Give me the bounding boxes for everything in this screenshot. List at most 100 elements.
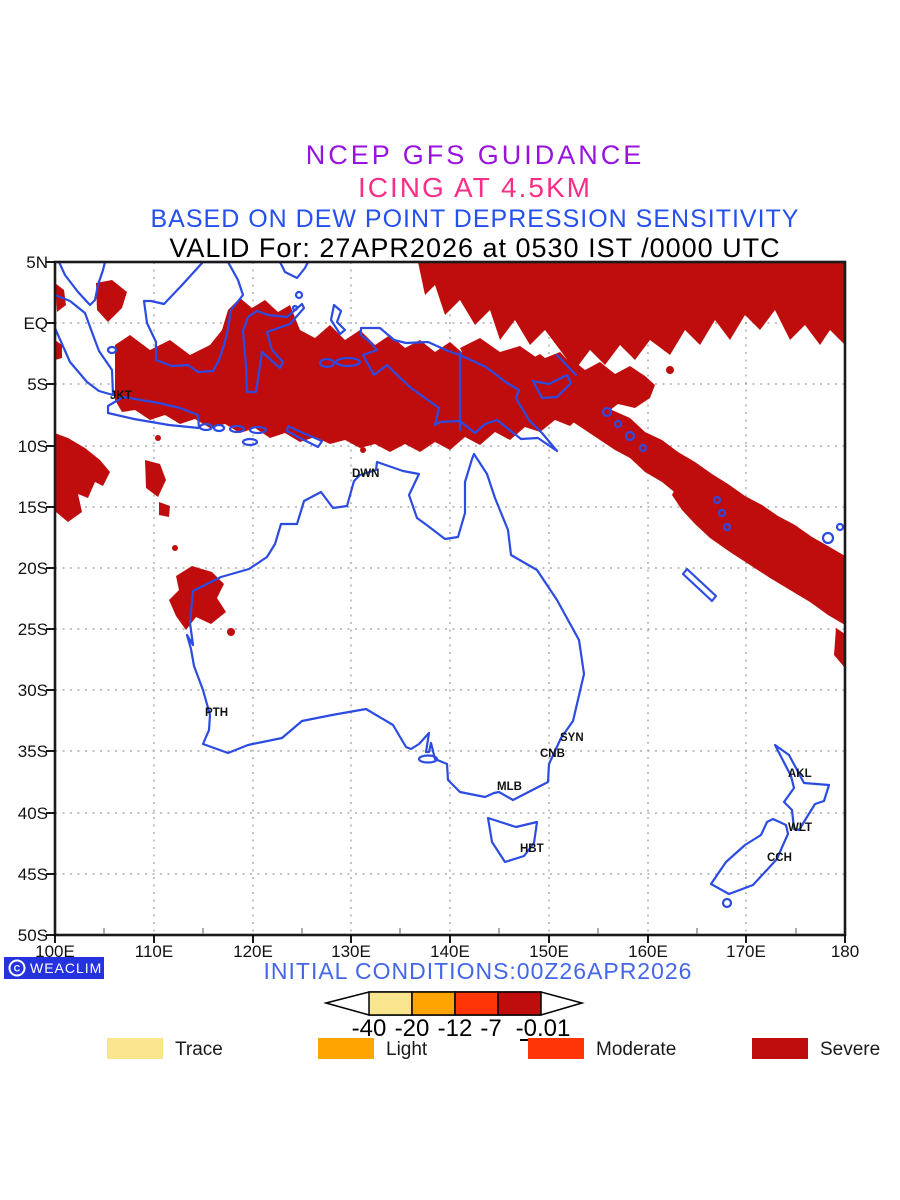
- icing-dot: [666, 366, 674, 374]
- coastline-australia: [185, 452, 586, 802]
- icing-severe-regions: [55, 262, 845, 668]
- colorbar-segment-light: [411, 991, 456, 1016]
- title-valid-time: VALID For: 27APR2026 at 0530 IST /0000 U…: [169, 233, 780, 263]
- coastline-fiji: [835, 522, 845, 532]
- coastline-fiji: [821, 531, 835, 545]
- lat-label: 30S: [18, 681, 48, 700]
- icing-blob: [159, 502, 170, 517]
- colorbar-segment-moderate: [454, 991, 499, 1016]
- station-label-cnb: CNB: [540, 748, 565, 760]
- coastline-nz-south-island: [709, 817, 790, 896]
- icing-dot: [172, 545, 178, 551]
- colorbar-tick: -40: [352, 1015, 387, 1042]
- coastline-seram: [334, 356, 362, 368]
- colorbar: -40 -20 -12 -7 -0.01: [323, 991, 585, 1042]
- lon-label: 170E: [726, 942, 766, 961]
- station-labels: JKT DWN PTH SYN CNB MLB HBT AKL WLT CCH: [110, 390, 812, 864]
- icing-region-west-australia: [169, 566, 226, 630]
- colorbar-segment-trace: [368, 991, 413, 1016]
- icing-region-sumatra-sw: [55, 433, 110, 522]
- icing-region-indonesia-band: [115, 298, 655, 452]
- station-label-dwn: DWN: [352, 468, 379, 480]
- icing-blob: [55, 340, 62, 360]
- legend-swatch-severe: [752, 1038, 808, 1059]
- coastline-islet: [294, 290, 304, 300]
- longitude-axis-labels: 100E 110E 120E 130E 140E 150E 160E 170E …: [35, 942, 859, 961]
- coastline-vanuatu: [717, 508, 727, 518]
- lon-label: 180: [831, 942, 859, 961]
- lon-label: 150E: [529, 942, 569, 961]
- coastline-java: [106, 395, 201, 430]
- legend-label-light: Light: [386, 1039, 428, 1060]
- coastline-lombok: [212, 423, 226, 433]
- legend-label-trace: Trace: [175, 1039, 223, 1060]
- coastline-malay-peninsula: [57, 262, 107, 307]
- lon-label: 100E: [35, 942, 75, 961]
- logo-background: [4, 957, 104, 979]
- coastline-islet: [291, 304, 299, 312]
- latitude-axis-labels: 5N EQ 5S 10S 15S 20S 25S 30S 35S 40S 45S…: [18, 253, 48, 945]
- station-label-pth: PTH: [205, 707, 228, 719]
- lat-label: 5S: [27, 375, 48, 394]
- legend-label-moderate: Moderate: [596, 1039, 676, 1060]
- station-label-syn: SYN: [560, 732, 584, 744]
- title-block: NCEP GFS GUIDANCE ICING AT 4.5KM BASED O…: [151, 140, 800, 263]
- lon-label: 140E: [430, 942, 470, 961]
- legend-swatch-moderate: [528, 1038, 584, 1059]
- coastline-solomon: [613, 419, 623, 429]
- coastline-mindanao: [278, 262, 310, 280]
- legend-swatch-light: [318, 1038, 374, 1059]
- colorbar-segment-severe: [497, 991, 542, 1016]
- coastline-vanuatu: [722, 522, 732, 532]
- icing-blob: [145, 460, 166, 497]
- icing-dot: [155, 435, 161, 441]
- coastline-halmahera: [329, 303, 347, 336]
- logo-symbol: C: [14, 964, 21, 974]
- lat-label: 45S: [18, 865, 48, 884]
- logo-label: WEACLIM: [30, 960, 102, 976]
- station-label-wlt: WLT: [788, 822, 812, 834]
- lat-label: 50S: [18, 926, 48, 945]
- coastline-sumbawa: [228, 424, 246, 434]
- lat-label: 25S: [18, 620, 48, 639]
- icing-region-north-pacific: [418, 262, 845, 370]
- logo-circle-icon: [8, 959, 26, 977]
- legend-label-severe: Severe: [820, 1039, 880, 1060]
- coastline-solomon: [601, 406, 613, 418]
- coastline-new-britain: [531, 373, 573, 400]
- icing-dot: [360, 447, 366, 453]
- weaclim-logo: C WEACLIM: [4, 957, 104, 979]
- coastline-flores: [248, 425, 268, 435]
- coastline-buru: [318, 357, 336, 369]
- lat-label: 35S: [18, 742, 48, 761]
- colorbar-tick: -12: [438, 1015, 473, 1042]
- coastline-vanuatu: [712, 495, 722, 505]
- colorbar-tick: -20: [395, 1015, 430, 1042]
- coastline-sumba: [241, 437, 259, 447]
- station-label-hbt: HBT: [520, 843, 544, 855]
- lon-label: 160E: [628, 942, 668, 961]
- severity-legend: Trace Light Moderate Severe: [107, 1038, 880, 1060]
- coastline-new-caledonia: [681, 567, 718, 603]
- lon-label: 110E: [135, 942, 173, 961]
- coastlines: [55, 262, 845, 909]
- coastline-sumatra: [55, 293, 115, 397]
- lat-label: EQ: [23, 314, 48, 333]
- lon-label: 130E: [331, 942, 371, 961]
- coastline-stewart-island: [721, 897, 733, 909]
- coastline-new-ireland: [555, 353, 578, 377]
- coastline-tasmania: [486, 816, 539, 864]
- title-method: BASED ON DEW POINT DEPRESSION SENSITIVIT…: [151, 205, 800, 233]
- station-label-akl: AKL: [788, 768, 812, 780]
- lat-label: 15S: [18, 498, 48, 517]
- title-product: ICING AT 4.5KM: [358, 172, 592, 203]
- coastline-bangka: [106, 345, 118, 355]
- icing-blob: [834, 628, 845, 668]
- coastline-nz-north-island: [773, 743, 831, 832]
- lon-label: 120E: [233, 942, 273, 961]
- lat-label: 5N: [26, 253, 48, 272]
- colorbar-tick: -0.01: [516, 1015, 571, 1042]
- icing-blob: [96, 280, 127, 322]
